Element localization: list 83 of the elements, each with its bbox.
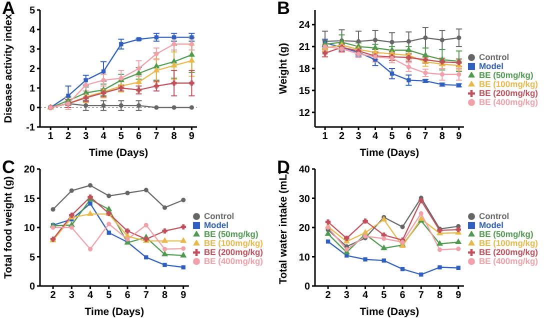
x-tick-label: 5 — [381, 290, 388, 302]
y-tick-label: 24 — [298, 20, 310, 32]
x-tick-label: 2 — [50, 290, 56, 302]
y-tick-label: 10 — [24, 223, 36, 234]
y-tick-label: 21 — [298, 42, 310, 54]
legend-label: BE (100mg/kg) — [204, 238, 263, 248]
legend-label: BE (400mg/kg) — [204, 256, 263, 266]
x-tick-label: 6 — [124, 290, 131, 302]
x-tick-label: 8 — [436, 290, 443, 302]
x-axis-title: Time (Days) — [88, 147, 148, 159]
x-tick-label: 8 — [162, 290, 168, 302]
x-tick-label: 8 — [171, 131, 178, 142]
legend-label: BE (400mg/kg) — [478, 256, 538, 266]
x-tick-label: 8 — [439, 131, 446, 142]
y-tick-label: 15 — [24, 194, 36, 205]
x-tick-label: 2 — [325, 290, 332, 302]
x-tick-label: 4 — [87, 290, 94, 302]
x-tick-label: 9 — [180, 290, 187, 302]
y-axis-title: Weight (g) — [278, 42, 290, 94]
legend-label: BE (50mg/kg) — [478, 228, 534, 238]
y-tick-label: 2 — [29, 64, 36, 76]
legend-label: Model — [478, 220, 504, 230]
y-tick-label: 20 — [298, 223, 310, 234]
x-tick-label: 6 — [136, 131, 142, 142]
x-tick-label: 4 — [100, 131, 107, 142]
x-tick-label: 9 — [456, 290, 462, 302]
x-tick-label: 6 — [406, 131, 412, 142]
legend-label: Model — [204, 220, 229, 230]
y-tick-label: 30 — [298, 194, 310, 205]
y-tick-label: 0 — [304, 282, 310, 293]
y-tick-label: -1 — [26, 122, 36, 134]
chart-title: B — [277, 0, 290, 19]
legend-label: Control — [478, 210, 510, 220]
y-tick-label: 20 — [24, 164, 36, 176]
x-tick-label: 4 — [372, 131, 378, 142]
y-tick-label: 5 — [29, 252, 36, 264]
legend-label: BE (100mg/kg) — [478, 238, 538, 248]
legend-label: Control — [204, 210, 234, 220]
x-tick-label: 2 — [338, 131, 345, 142]
legend-label: Model — [478, 60, 504, 70]
y-tick-label: 4 — [29, 25, 36, 36]
x-tick-label: 5 — [106, 290, 112, 302]
y-tick-label: 0 — [29, 103, 36, 114]
y-tick-label: 0 — [29, 282, 36, 293]
legend-label: BE (200mg/kg) — [204, 246, 263, 256]
y-tick-label: 3 — [29, 44, 36, 56]
x-tick-label: 7 — [143, 290, 150, 302]
chart-title: C — [2, 157, 15, 177]
legend-label: Control — [478, 52, 510, 62]
y-tick-label: 18 — [298, 64, 310, 76]
x-tick-label: 1 — [48, 131, 54, 142]
y-tick-label: 40 — [298, 164, 310, 176]
x-tick-label: 1 — [322, 131, 328, 142]
y-tick-label: 5 — [29, 6, 36, 17]
legend-label: BE (50mg/kg) — [204, 228, 258, 238]
x-tick-label: 3 — [356, 131, 362, 142]
x-tick-label: 7 — [422, 131, 429, 142]
y-tick-label: 12 — [298, 108, 310, 119]
x-tick-label: 7 — [418, 290, 424, 302]
x-tick-label: 2 — [65, 131, 72, 142]
x-axis-title: Time (Days) — [360, 306, 420, 318]
x-tick-label: 7 — [154, 131, 160, 142]
x-tick-label: 9 — [188, 131, 195, 142]
x-axis-title: Time (Days) — [84, 306, 144, 318]
x-tick-label: 5 — [389, 131, 396, 142]
legend-label: BE (100mg/kg) — [478, 78, 538, 88]
y-tick-label: 1 — [29, 84, 36, 95]
legend-label: BE (50mg/kg) — [478, 70, 534, 80]
y-tick-label: 10 — [298, 252, 310, 264]
x-tick-label: 3 — [344, 290, 350, 302]
x-tick-label: 3 — [83, 131, 90, 142]
x-tick-label: 5 — [118, 131, 124, 142]
y-axis-title: Total food weight (g) — [2, 176, 15, 279]
y-tick-label: 15 — [298, 86, 310, 97]
x-tick-label: 3 — [68, 290, 75, 302]
legend-label: BE (400mg/kg) — [478, 96, 538, 106]
x-axis-title: Time (Days) — [360, 147, 420, 159]
legend-label: BE (200mg/kg) — [478, 246, 538, 256]
y-axis-title: Disease activity index — [2, 14, 15, 124]
legend-label: BE (200mg/kg) — [478, 88, 538, 98]
x-tick-label: 6 — [400, 290, 406, 302]
x-tick-label: 9 — [456, 131, 462, 142]
x-tick-label: 4 — [362, 290, 368, 302]
